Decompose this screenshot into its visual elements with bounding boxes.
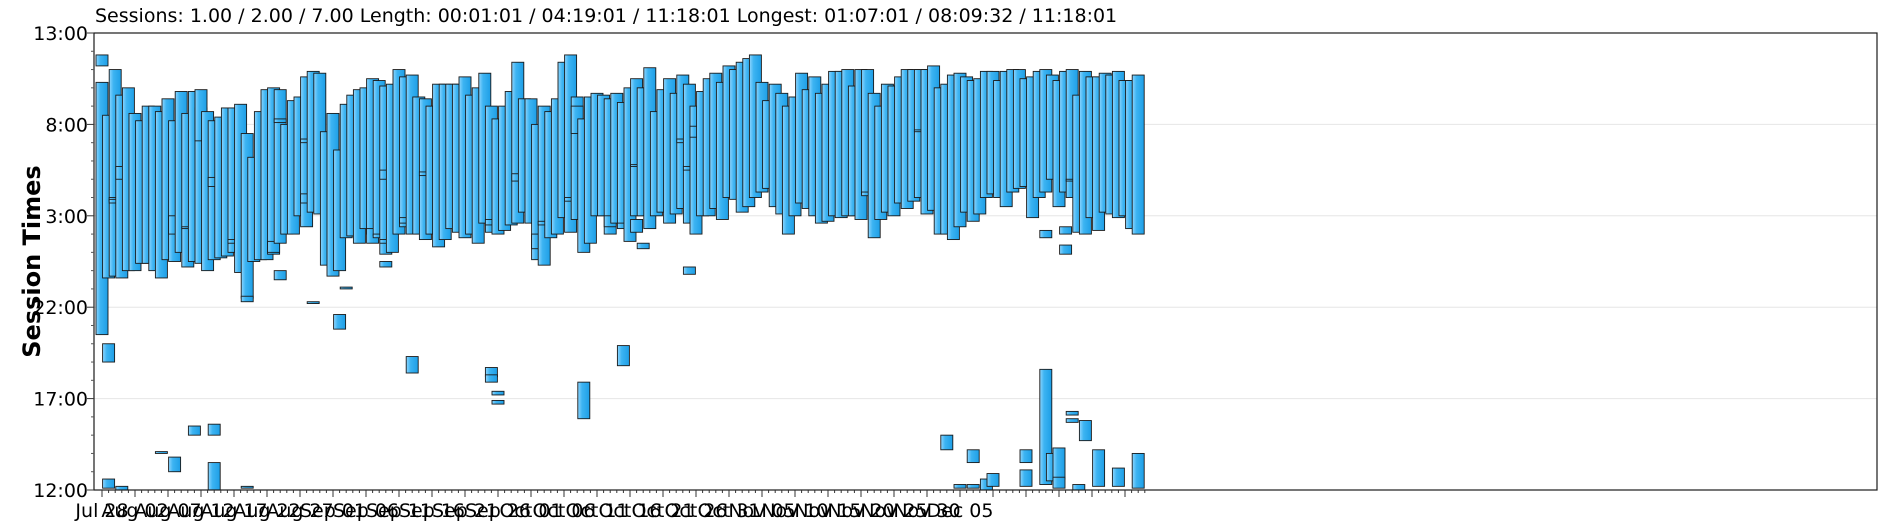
x-tick-label: Nov 30 bbox=[893, 500, 960, 522]
session-bar bbox=[306, 301, 320, 304]
plot-border bbox=[93, 32, 1878, 491]
session-bar bbox=[1052, 447, 1066, 480]
session-bar bbox=[379, 261, 393, 268]
x-tick-label: Nov 10 bbox=[761, 500, 828, 522]
session-bar bbox=[1131, 452, 1145, 489]
session-bar bbox=[1059, 244, 1073, 255]
x-tick-label: Sep 16 bbox=[399, 500, 465, 522]
x-tick-label: Oct 31 bbox=[697, 500, 760, 522]
x-tick-label: Sep 21 bbox=[432, 500, 498, 522]
session-bar bbox=[1039, 229, 1053, 239]
x-tick-label: Oct 21 bbox=[631, 500, 694, 522]
session-bar bbox=[953, 484, 967, 489]
y-tick-label: 3:00 bbox=[45, 206, 88, 228]
session-bar bbox=[1131, 74, 1145, 235]
session-bar bbox=[405, 356, 419, 374]
session-bar bbox=[207, 462, 221, 491]
session-bar bbox=[1019, 469, 1033, 487]
y-tick-label: 17:00 bbox=[33, 389, 88, 411]
session-bar bbox=[1019, 449, 1033, 464]
x-tick-label: Sep 01 bbox=[300, 500, 366, 522]
session-bar bbox=[682, 266, 696, 275]
session-bar bbox=[273, 118, 287, 124]
x-tick-label: Nov 25 bbox=[860, 500, 927, 522]
x-tick-label: Aug 07 bbox=[134, 500, 201, 522]
session-bar bbox=[333, 314, 347, 330]
session-bar bbox=[491, 390, 505, 396]
session-bar bbox=[940, 434, 954, 451]
session-bar bbox=[168, 456, 182, 473]
session-bar bbox=[616, 345, 630, 367]
x-tick-label: Oct 26 bbox=[664, 500, 727, 522]
session-bar bbox=[1065, 418, 1079, 423]
y-axis-ticks: 13:00 8:00 3:00 22:00 17:00 12:00 bbox=[33, 23, 94, 502]
session-bar bbox=[273, 270, 287, 281]
session-stats-header: Sessions: 1.00 / 2.00 / 7.00 Length: 00:… bbox=[95, 5, 1117, 27]
session-bar bbox=[1078, 420, 1092, 442]
x-tick-label: Nov 15 bbox=[794, 500, 861, 522]
y-tick-label: 22:00 bbox=[33, 297, 88, 319]
session-bar bbox=[966, 449, 980, 464]
session-bar bbox=[95, 54, 109, 67]
session-bar bbox=[630, 219, 644, 233]
session-bar bbox=[240, 485, 254, 489]
session-bar bbox=[636, 242, 650, 250]
y-tick-label: 8:00 bbox=[45, 114, 88, 136]
x-tick-label: Sep 06 bbox=[333, 500, 399, 522]
x-tick-label: Aug 22 bbox=[233, 500, 300, 522]
x-tick-label: Nov 20 bbox=[827, 500, 894, 522]
x-tick-label: Dec 05 bbox=[927, 500, 994, 522]
x-tick-label: Oct 16 bbox=[598, 500, 661, 522]
session-bar bbox=[1052, 476, 1066, 489]
x-tick-label: Sep 26 bbox=[465, 500, 531, 522]
session-bar bbox=[102, 343, 116, 363]
session-bar bbox=[1059, 226, 1073, 235]
y-tick-label: 13:00 bbox=[33, 23, 88, 45]
session-bar bbox=[1065, 410, 1079, 416]
x-tick-label: Nov 05 bbox=[728, 500, 795, 522]
x-tick-label: Sep 11 bbox=[366, 500, 432, 522]
x-tick-label: Oct 01 bbox=[499, 500, 562, 522]
x-tick-label: Aug 27 bbox=[266, 500, 333, 522]
session-bar bbox=[986, 473, 1000, 487]
x-tick-label: Aug 17 bbox=[200, 500, 267, 522]
x-tick-label: Aug 02 bbox=[101, 500, 168, 522]
x-tick-label: Jul 28 bbox=[74, 500, 128, 522]
session-bar bbox=[240, 295, 254, 303]
session-bar bbox=[267, 240, 281, 253]
session-bar bbox=[484, 374, 498, 383]
y-tick-label: 12:00 bbox=[33, 480, 88, 502]
x-tick-label: Aug 12 bbox=[167, 500, 234, 522]
x-tick-label: Oct 11 bbox=[565, 500, 628, 522]
session-bar bbox=[1092, 449, 1106, 487]
y-axis-label: Session Times bbox=[18, 165, 46, 357]
session-bar bbox=[339, 286, 353, 290]
session-bar bbox=[1111, 467, 1125, 487]
session-bar bbox=[966, 484, 980, 489]
session-bar bbox=[102, 478, 116, 489]
session-bar bbox=[187, 425, 201, 436]
session-bar bbox=[154, 451, 168, 454]
session-bar bbox=[207, 423, 221, 436]
session-bar bbox=[1072, 484, 1086, 491]
session-bars bbox=[95, 54, 1145, 491]
session-bar bbox=[577, 381, 591, 420]
x-tick-label: Oct 06 bbox=[532, 500, 595, 522]
session-bar bbox=[491, 399, 505, 405]
